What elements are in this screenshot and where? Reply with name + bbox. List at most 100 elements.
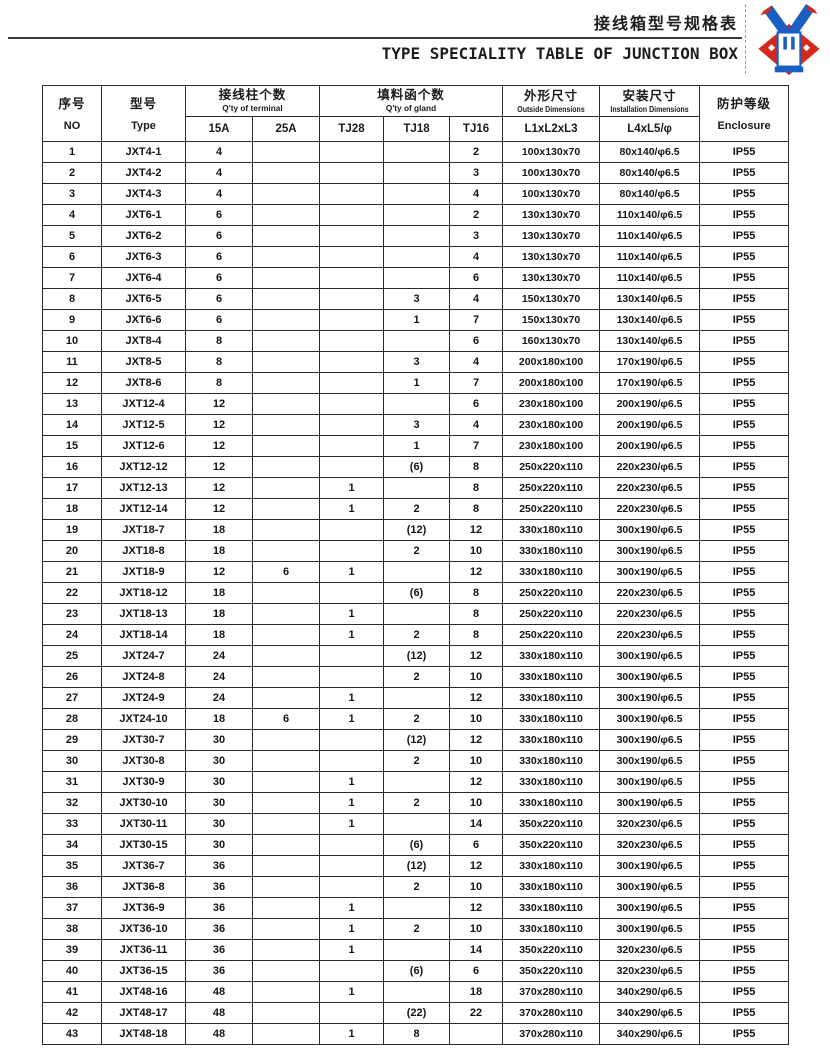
- cell-enclosure: IP55: [699, 624, 790, 646]
- table-row: 22 JXT18-12 18 (6) 8 250x220x110 220x230/φ6.5 I…: [42, 582, 790, 604]
- cell-tj28: 1: [319, 792, 385, 814]
- cell-enclosure: IP55: [699, 477, 790, 499]
- cell-type: JXT36-11: [101, 939, 186, 961]
- cell-25a: 6: [251, 708, 321, 730]
- cell-tj28: 1: [319, 1023, 385, 1045]
- table-row: 17 JXT12-13 12 1 8 250x220x110 220x230/φ6.5 IP5…: [42, 477, 790, 499]
- cell-tj16: 12: [449, 771, 504, 793]
- cell-tj28: [319, 183, 385, 205]
- cell-tj28: 1: [319, 498, 385, 520]
- cell-enclosure: IP55: [699, 540, 790, 562]
- cell-install-dim: 320x230/φ6.5: [599, 813, 701, 835]
- cell-15a: 36: [185, 918, 253, 940]
- cell-outside-dim: 130x130x70: [502, 267, 601, 289]
- cell-no: 16: [42, 456, 102, 478]
- table-row: 4 JXT6-1 6 2 130x130x70 110x140/φ6.5 IP55: [42, 204, 790, 226]
- cell-tj16: 8: [449, 477, 504, 499]
- cell-tj16: 6: [449, 834, 504, 856]
- cell-15a: 30: [185, 813, 253, 835]
- cell-type: JXT6-6: [101, 309, 186, 331]
- col-header-enclosure-zh: 防护等级: [717, 96, 772, 111]
- cell-25a: [251, 687, 321, 709]
- cell-type: JXT18-12: [101, 582, 186, 604]
- cell-install-dim: 220x230/φ6.5: [599, 477, 701, 499]
- cell-no: 2: [42, 162, 102, 184]
- cell-tj28: [319, 834, 385, 856]
- cell-tj28: [319, 330, 385, 352]
- cell-tj16: 18: [449, 981, 504, 1003]
- cell-tj16: 10: [449, 876, 504, 898]
- cell-outside-dim: 130x130x70: [502, 225, 601, 247]
- cell-outside-dim: 250x220x110: [502, 624, 601, 646]
- cell-tj18: (6): [383, 960, 451, 982]
- cell-type: JXT12-14: [101, 498, 186, 520]
- cell-15a: 36: [185, 897, 253, 919]
- cell-install-dim: 220x230/φ6.5: [599, 624, 701, 646]
- cell-15a: 12: [185, 414, 253, 436]
- cell-25a: [251, 267, 321, 289]
- cell-tj18: 2: [383, 666, 451, 688]
- cell-tj18: [383, 771, 451, 793]
- cell-tj16: 4: [449, 351, 504, 373]
- cell-15a: 36: [185, 876, 253, 898]
- cell-tj16: 12: [449, 729, 504, 751]
- table-row: 7 JXT6-4 6 6 130x130x70 110x140/φ6.5 IP55: [42, 267, 790, 289]
- cell-install-dim: 300x190/φ6.5: [599, 666, 701, 688]
- col-header-type-en: Type: [131, 119, 156, 132]
- cell-tj18: (12): [383, 645, 451, 667]
- cell-enclosure: IP55: [699, 351, 790, 373]
- cell-tj18: [383, 813, 451, 835]
- cell-outside-dim: 330x180x110: [502, 687, 601, 709]
- cell-type: JXT24-9: [101, 687, 186, 709]
- cell-install-dim: 300x190/φ6.5: [599, 876, 701, 898]
- cell-outside-dim: 330x180x110: [502, 855, 601, 877]
- cell-tj28: [319, 750, 385, 772]
- cell-tj28: [319, 267, 385, 289]
- cell-no: 26: [42, 666, 102, 688]
- cell-25a: [251, 834, 321, 856]
- cell-install-dim: 200x190/φ6.5: [599, 414, 701, 436]
- cell-enclosure: IP55: [699, 414, 790, 436]
- cell-no: 27: [42, 687, 102, 709]
- col-header-15a: 15A: [185, 116, 253, 142]
- cell-25a: [251, 456, 321, 478]
- cell-tj18: [383, 204, 451, 226]
- table-row: 28 JXT24-10 18 6 1 2 10 330x180x110 300x190/φ6.5…: [42, 708, 790, 730]
- cell-tj18: [383, 561, 451, 583]
- cell-tj16: 12: [449, 519, 504, 541]
- title-divider: [8, 37, 742, 39]
- cell-25a: [251, 183, 321, 205]
- cell-type: JXT12-4: [101, 393, 186, 415]
- table-row: 40 JXT36-15 36 (6) 6 350x220x110 320x230/φ6.5 I…: [42, 960, 790, 982]
- col-header-terminal-zh: 接线柱个数: [218, 88, 287, 102]
- table-row: 23 JXT18-13 18 1 8 250x220x110 220x230/φ6.5 IP5…: [42, 603, 790, 625]
- cell-tj16: 12: [449, 855, 504, 877]
- cell-type: JXT36-10: [101, 918, 186, 940]
- table-row: 29 JXT30-7 30 (12) 12 330x180x110 300x190/φ6.5…: [42, 729, 790, 751]
- cell-no: 30: [42, 750, 102, 772]
- cell-enclosure: IP55: [699, 183, 790, 205]
- cell-15a: 12: [185, 393, 253, 415]
- col-header-tj18: TJ18: [383, 116, 451, 142]
- cell-type: JXT6-5: [101, 288, 186, 310]
- cell-enclosure: IP55: [699, 519, 790, 541]
- cell-tj16: 6: [449, 330, 504, 352]
- cell-25a: [251, 582, 321, 604]
- cell-type: JXT12-6: [101, 435, 186, 457]
- col-header-install-zh: 安装尺寸: [622, 88, 677, 103]
- cell-type: JXT24-10: [101, 708, 186, 730]
- cell-tj18: [383, 897, 451, 919]
- cell-enclosure: IP55: [699, 1002, 790, 1024]
- cell-tj16: 10: [449, 708, 504, 730]
- cell-15a: 48: [185, 1002, 253, 1024]
- cell-type: JXT18-8: [101, 540, 186, 562]
- cell-15a: 8: [185, 372, 253, 394]
- cell-25a: [251, 624, 321, 646]
- cell-tj18: 2: [383, 750, 451, 772]
- page-title-zh: 接线箱型号规格表: [593, 16, 738, 33]
- cell-tj18: 8: [383, 1023, 451, 1045]
- cell-tj16: 3: [449, 225, 504, 247]
- cell-no: 25: [42, 645, 102, 667]
- cell-tj18: [383, 330, 451, 352]
- cell-tj18: 2: [383, 876, 451, 898]
